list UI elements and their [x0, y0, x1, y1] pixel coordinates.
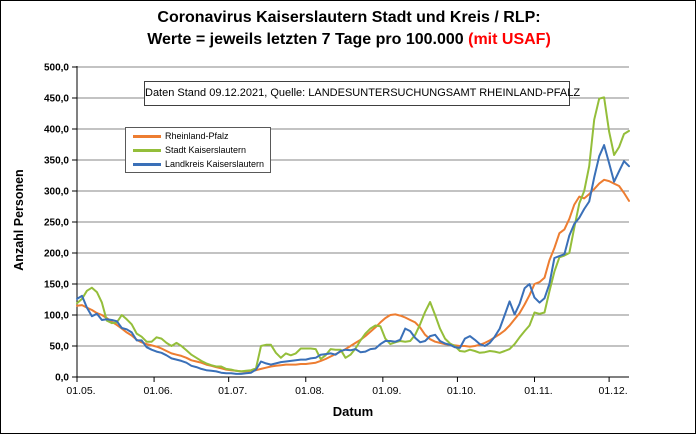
legend-swatch-stadt-kaiserslautern: [133, 148, 161, 152]
x-tick-label-01.12.: 01.12.: [599, 385, 628, 397]
x-tick-label-01.11.: 01.11.: [524, 385, 552, 397]
legend-label-rheinland-pfalz: Rheinland-Pfalz: [165, 131, 229, 141]
x-tick-label-01.10.: 01.10.: [447, 385, 476, 397]
y-axis-title: Anzahl Personen: [12, 169, 26, 271]
y-tick-label-200: 200,0: [44, 249, 69, 260]
legend-item-stadt-kaiserslautern: Stadt Kaiserslautern: [133, 145, 270, 156]
legend-swatch-landkreis-kaiserslautern: [133, 162, 161, 166]
y-tick-label-250: 250,0: [44, 218, 69, 229]
legend-item-rheinland-pfalz: Rheinland-Pfalz: [133, 131, 270, 142]
chart-title-line2-text: Werte = jeweils letzten 7 Tage pro 100.0…: [147, 31, 469, 48]
legend-item-landkreis-kaiserslautern: Landkreis Kaiserslautern: [133, 159, 270, 170]
x-tick-label-01.06.: 01.06.: [143, 385, 172, 397]
y-tick-label-0: 0,0: [55, 373, 69, 384]
chart-title-line2: Werte = jeweils letzten 7 Tage pro 100.0…: [1, 29, 695, 51]
y-tick-label-100: 100,0: [44, 311, 69, 322]
series-line-rheinland-pfalz: [76, 178, 630, 373]
y-tick-label-150: 150,0: [44, 280, 69, 291]
y-tick-label-50: 50,0: [50, 342, 70, 353]
data-source-box: Daten Stand 09.12.2021, Quelle: LANDESUN…: [144, 81, 580, 106]
x-axis-title: Datum: [332, 404, 374, 419]
y-tick-label-450: 450,0: [44, 94, 69, 105]
chart-title-line1: Coronavirus Kaiserslautern Stadt und Kre…: [157, 9, 541, 26]
legend: Rheinland-Pfalz Stadt Kaiserslautern Lan…: [125, 127, 271, 173]
title-usaf-highlight: (mit USAF): [468, 31, 551, 48]
legend-label-stadt-kaiserslautern: Stadt Kaiserslautern: [165, 145, 247, 155]
legend-swatch-rheinland-pfalz: [133, 134, 161, 138]
x-tick-label-01.05.: 01.05.: [66, 385, 95, 397]
series-line-landkreis-kaiserslautern: [76, 144, 630, 375]
x-tick-label-01.09.: 01.09.: [372, 385, 401, 397]
y-tick-label-350: 350,0: [44, 156, 69, 167]
y-tick-label-400: 400,0: [44, 125, 69, 136]
chart-title: Coronavirus Kaiserslautern Stadt und Kre…: [1, 7, 695, 51]
y-tick-label-500: 500,0: [44, 63, 69, 74]
x-tick-label-01.07.: 01.07.: [218, 385, 247, 397]
series-line-stadt-kaiserslautern: [76, 96, 630, 373]
x-tick-label-01.08.: 01.08.: [295, 385, 324, 397]
legend-label-landkreis-kaiserslautern: Landkreis Kaiserslautern: [165, 159, 265, 169]
y-tick-label-300: 300,0: [44, 187, 69, 198]
